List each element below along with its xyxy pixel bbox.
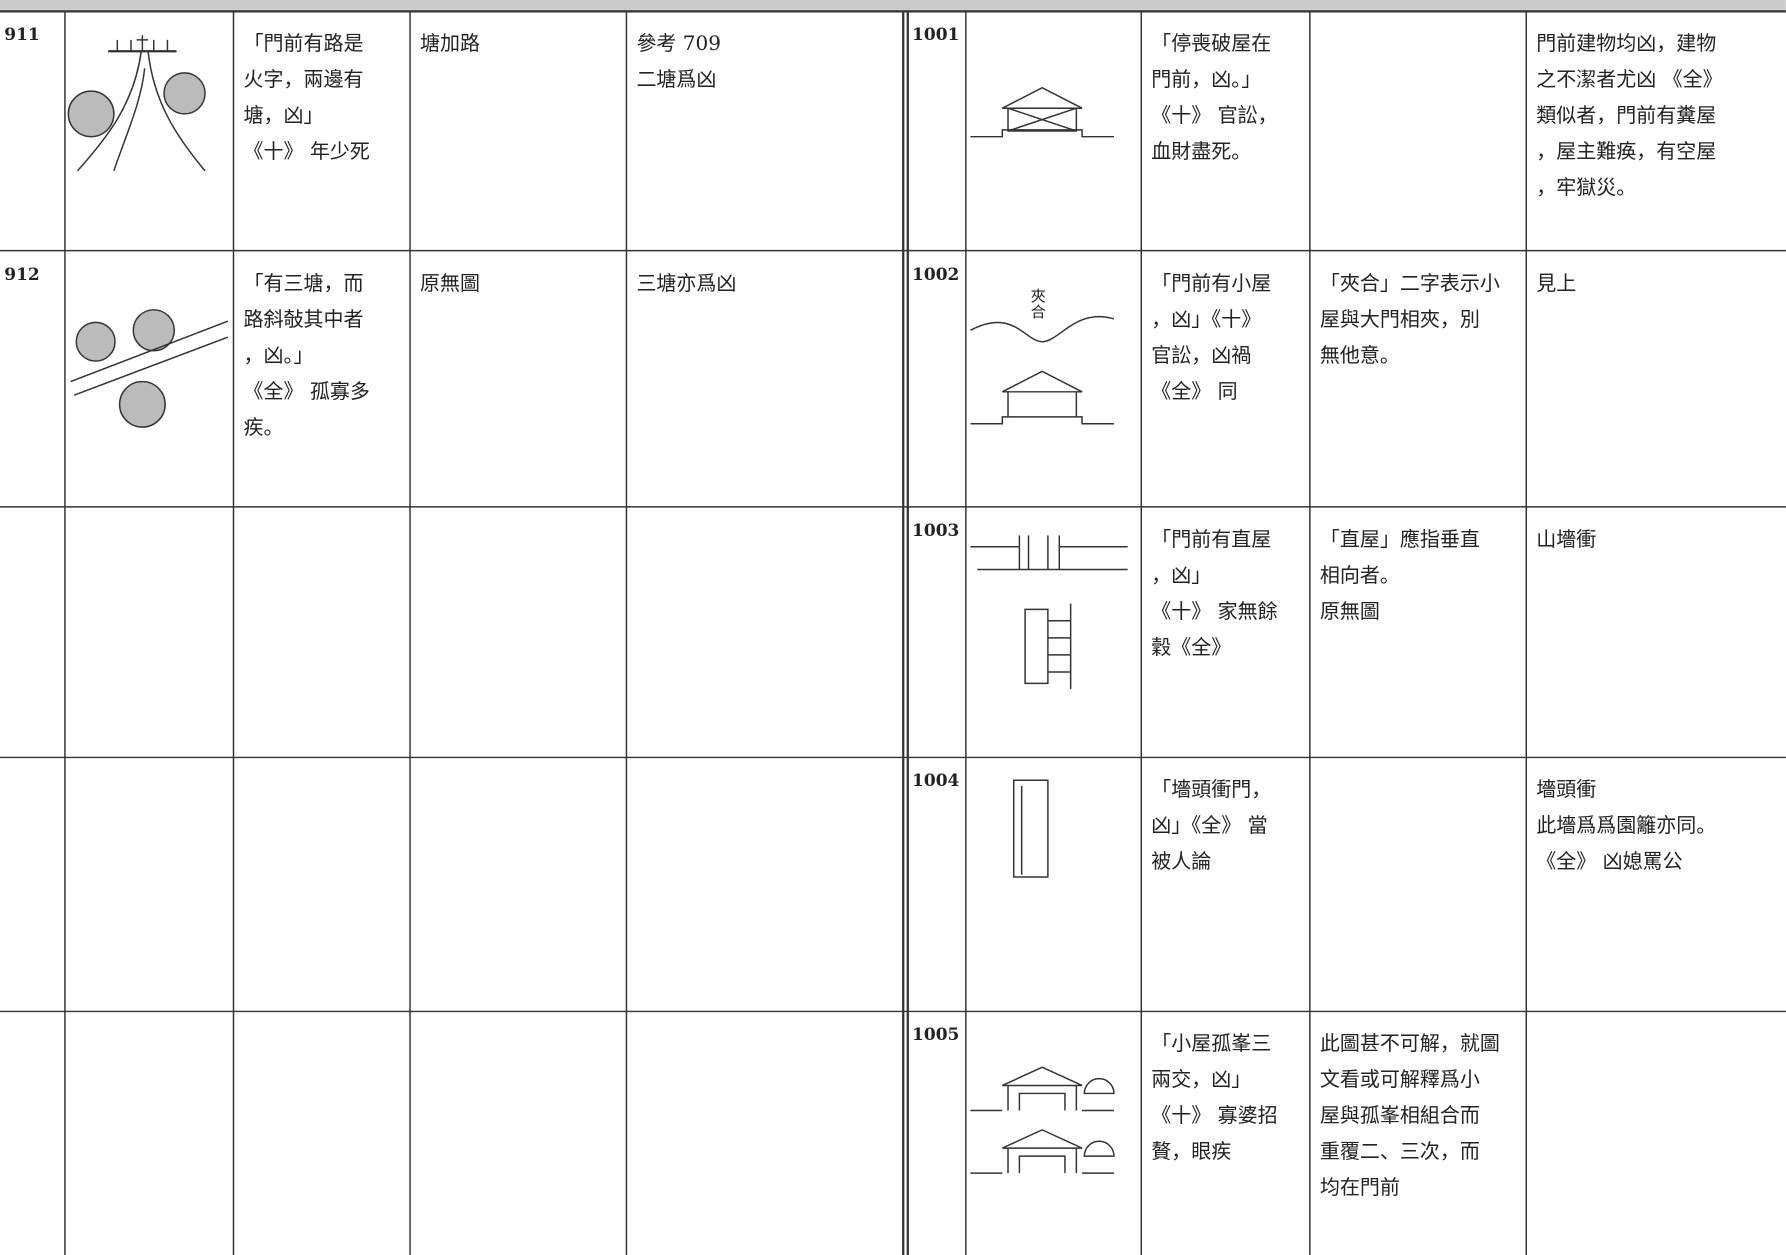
entry-number: 911 [4,25,40,46]
cell-text: 門前，凶。」 [1151,67,1262,92]
cell-text: 血財盡死。 [1151,139,1252,164]
cell-text: 火字，兩邊有 [243,67,364,92]
cell-text: 「有三塘，而 [243,270,364,295]
cell-text: 《全》 孤寡多 [243,378,370,403]
cell-text: ，凶。」 [243,342,314,367]
cell-text: 「夾合」二字表示小 [1319,270,1500,295]
cell-text: 「墻頭衝門， [1151,777,1272,802]
cell-text: 兩交，凶」 [1151,1067,1252,1092]
cell-text: 之不潔者尤凶 《全》 [1536,67,1723,92]
cell-text: 無他意。 [1319,342,1400,367]
cell-text: ，牢獄災。 [1536,175,1637,200]
cell-text: 《十》 家無餘 [1151,598,1278,623]
cell-text: 此圖甚不可解，就圖 [1319,1031,1500,1056]
cell-text: 「門前有路是 [243,31,364,56]
figure-label: 合 [1030,302,1046,321]
cell-text: 二塘爲凶 [636,67,717,92]
cell-text: 墻頭衝 [1536,777,1597,802]
cell-text: 見上 [1536,270,1577,295]
cell-text: 塘加路 [420,31,481,56]
cell-text: ，凶」《十》 [1151,306,1262,331]
cell-text: 類似者，門前有糞屋 [1536,103,1717,128]
cell-text: 均在門前 [1319,1175,1400,1200]
cell-text: ，凶」 [1151,562,1212,587]
cell-text: 「停喪破屋在 [1151,31,1272,56]
cell-text: 塘，凶」 [243,103,324,128]
cell-text: 「門前有小屋 [1151,270,1272,295]
cell-text: 屋與孤峯相組合而 [1319,1103,1480,1128]
cell-text: 《十》 官訟， [1151,103,1278,128]
cell-text: 此墻爲爲園籬亦同。 [1536,813,1717,838]
cell-text: 「門前有直屋 [1151,526,1272,551]
entry-number: 1005 [912,1025,960,1046]
cell-text: 重覆二、三次，而 [1319,1139,1480,1164]
entry-number: 1001 [912,25,960,46]
cell-text: 「直屋」應指垂直 [1319,526,1480,551]
cell-text: 《全》 同 [1151,378,1238,403]
cell-text: 「小屋孤峯三 [1151,1031,1272,1056]
cell-text: 門前建物均凶，建物 [1536,31,1717,56]
cell-text: 參考 709 [636,31,721,56]
cell-text: ，屋主難痪，有空屋 [1536,139,1717,164]
cell-text: 《十》 寡婆招 [1151,1103,1278,1128]
entry-number: 1004 [912,771,960,792]
cell-text: 原無圖 [1319,598,1380,623]
cell-text: 疾。 [243,414,284,439]
cell-text: 相向者。 [1319,562,1400,587]
cell-text: 贅，眼疾 [1151,1139,1232,1164]
entry-number: 912 [4,264,40,285]
entry-number: 1002 [912,264,960,285]
cell-text: 文看或可解釋爲小 [1319,1067,1480,1092]
figure-label: 夾 [1030,286,1046,305]
cell-text: 《全》 凶媳罵公 [1536,849,1683,874]
cell-text: 三塘亦爲凶 [636,270,737,295]
cell-text: 路斜敧其中者 [243,306,364,331]
cell-text: 被人論 [1151,849,1212,874]
cell-text: 山墻衝 [1536,526,1597,551]
cell-text: 官訟，凶禍 [1151,342,1252,367]
cell-text: 穀《全》 [1151,634,1232,659]
cell-text: 《十》 年少死 [243,139,370,164]
cell-text: 原無圖 [420,270,481,295]
entry-number: 1003 [912,520,960,541]
cell-text: 屋與大門相夾，別 [1319,306,1480,331]
cell-text: 凶」《全》 當 [1151,813,1268,838]
